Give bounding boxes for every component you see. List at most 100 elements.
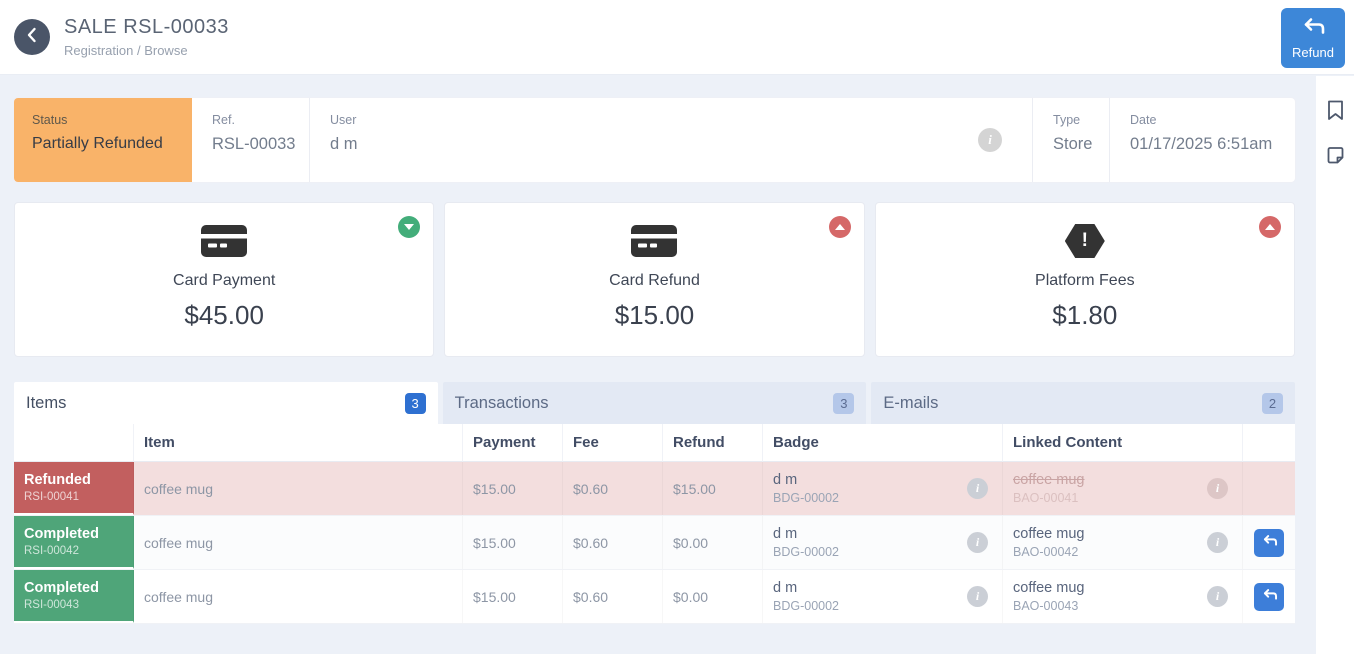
column-header-linked-content: Linked Content — [1003, 424, 1243, 462]
card-amount: $45.00 — [184, 300, 264, 330]
item-cell: coffee mug — [134, 516, 463, 569]
actions-cell — [1243, 462, 1295, 515]
payment-cell: $15.00 — [463, 516, 563, 569]
card-amount: $15.00 — [614, 300, 695, 330]
tab-label: Transactions — [454, 393, 549, 412]
status-value: Partially Refunded — [32, 135, 163, 152]
refund-cell: $15.00 — [663, 462, 763, 515]
fee-cell: $0.60 — [563, 570, 663, 623]
table-row[interactable]: Completed RSI-00043 coffee mug $15.00 $0… — [14, 570, 1295, 624]
item-cell: coffee mug — [134, 570, 463, 623]
payment-cell: $15.00 — [463, 462, 563, 515]
trend-down-badge[interactable] — [398, 216, 421, 238]
caret-up-icon — [834, 224, 845, 230]
table-row[interactable]: Refunded RSI-00041 coffee mug $15.00 $0.… — [14, 462, 1295, 516]
breadcrumb: Registration / Browse — [64, 43, 188, 58]
tab-count-badge: 3 — [833, 392, 855, 414]
status-block: Status Partially Refunded — [14, 98, 192, 182]
refund-cell: $0.00 — [663, 516, 763, 569]
linked-info-icon[interactable]: i — [1207, 478, 1228, 499]
tab-count-badge: 2 — [1262, 392, 1284, 414]
actions-cell — [1243, 570, 1295, 623]
refund-button[interactable]: Refund — [1281, 8, 1345, 68]
credit-card-icon — [201, 224, 248, 258]
badge-info-icon[interactable]: i — [967, 586, 988, 607]
items-table: Item Payment Fee Refund Badge Linked Con… — [14, 424, 1295, 624]
fee-cell: $0.60 — [563, 462, 663, 515]
type-value: Store — [1053, 135, 1093, 153]
user-info-icon[interactable]: i — [978, 128, 1002, 152]
tab-label: E-mails — [883, 393, 939, 412]
caret-down-icon — [404, 224, 415, 230]
tab-items[interactable]: Items 3 — [14, 382, 438, 424]
linked-content-cell: coffee mug BAO-00042 i — [1003, 516, 1243, 569]
trend-up-badge[interactable] — [828, 216, 851, 238]
linked-content-cell: coffee mug BAO-00043 i — [1003, 570, 1243, 623]
platform-fees-card: ! Platform Fees $1.80 — [874, 202, 1295, 357]
date-cell: Date 01/17/2025 6:51am — [1110, 98, 1295, 182]
date-value: 01/17/2025 6:51am — [1130, 135, 1273, 153]
type-cell: Type Store — [1033, 98, 1110, 182]
card-amount: $1.80 — [1052, 300, 1118, 330]
chevron-left-icon — [26, 27, 38, 48]
badge-info-icon[interactable]: i — [967, 478, 988, 499]
badge-info-icon[interactable]: i — [967, 532, 988, 553]
refund-row-button[interactable] — [1254, 528, 1284, 557]
back-button[interactable] — [14, 19, 50, 55]
card-refund-card: Card Refund $15.00 — [444, 202, 865, 357]
card-label: Platform Fees — [1035, 272, 1135, 289]
payment-cell: $15.00 — [463, 570, 563, 623]
tab-count-badge: 3 — [404, 392, 426, 414]
user-label: User — [330, 113, 357, 127]
fee-cell: $0.60 — [563, 516, 663, 569]
caret-up-icon — [1264, 224, 1275, 230]
table-row[interactable]: Completed RSI-00042 coffee mug $15.00 $0… — [14, 516, 1295, 570]
bookmark-icon[interactable] — [1327, 100, 1344, 126]
column-header-payment: Payment — [463, 424, 563, 462]
column-header-item: Item — [134, 424, 463, 462]
status-badge: Refunded RSI-00041 — [14, 462, 134, 515]
column-header-refund: Refund — [663, 424, 763, 462]
tab-label: Items — [26, 393, 67, 412]
badge-cell: d m BDG-00002 i — [763, 462, 1003, 515]
trend-up-badge[interactable] — [1258, 216, 1281, 238]
ref-value: RSL-00033 — [212, 135, 296, 153]
table-header-row: Item Payment Fee Refund Badge Linked Con… — [14, 424, 1295, 462]
credit-card-icon — [631, 224, 678, 258]
linked-info-icon[interactable]: i — [1207, 532, 1228, 553]
column-header-fee: Fee — [563, 424, 663, 462]
return-arrow-icon — [1261, 588, 1278, 605]
return-arrow-icon — [1261, 534, 1278, 551]
card-label: Card Payment — [173, 272, 276, 289]
linked-info-icon[interactable]: i — [1207, 586, 1228, 607]
date-label: Date — [1130, 113, 1157, 127]
linked-content-cell: coffee mug BAO-00041 i — [1003, 462, 1243, 515]
card-payment-card: Card Payment $45.00 — [14, 202, 435, 357]
card-label: Card Refund — [609, 272, 700, 289]
note-icon[interactable] — [1326, 146, 1345, 170]
ref-cell: Ref. RSL-00033 — [192, 98, 310, 182]
badge-cell: d m BDG-00002 i — [763, 516, 1003, 569]
refund-row-button[interactable] — [1254, 582, 1284, 611]
status-badge: Completed RSI-00043 — [14, 570, 134, 623]
type-label: Type — [1053, 113, 1081, 127]
sale-summary-panel: Status Partially Refunded Ref. RSL-00033… — [14, 98, 1295, 182]
return-arrow-icon — [1300, 17, 1326, 42]
page-title: SALE RSL-00033 — [64, 16, 229, 38]
column-header-badge: Badge — [763, 424, 1003, 462]
status-label: Status — [32, 113, 68, 127]
warning-hexagon-icon: ! — [1064, 224, 1105, 258]
column-header-actions — [1243, 424, 1295, 462]
tab-emails[interactable]: E-mails 2 — [871, 382, 1296, 424]
item-cell: coffee mug — [134, 462, 463, 515]
column-header-status — [14, 424, 134, 462]
tab-transactions[interactable]: Transactions 3 — [442, 382, 867, 424]
detail-tabs: Items 3 Transactions 3 E-mails 2 — [14, 382, 1296, 424]
status-badge: Completed RSI-00042 — [14, 516, 134, 569]
badge-cell: d m BDG-00002 i — [763, 570, 1003, 623]
user-cell: User d m i — [310, 98, 1033, 182]
right-rail — [1316, 76, 1354, 654]
header-bar: SALE RSL-00033 Registration / Browse Ref… — [0, 0, 1354, 75]
actions-cell — [1243, 516, 1295, 569]
refund-cell: $0.00 — [663, 570, 763, 623]
